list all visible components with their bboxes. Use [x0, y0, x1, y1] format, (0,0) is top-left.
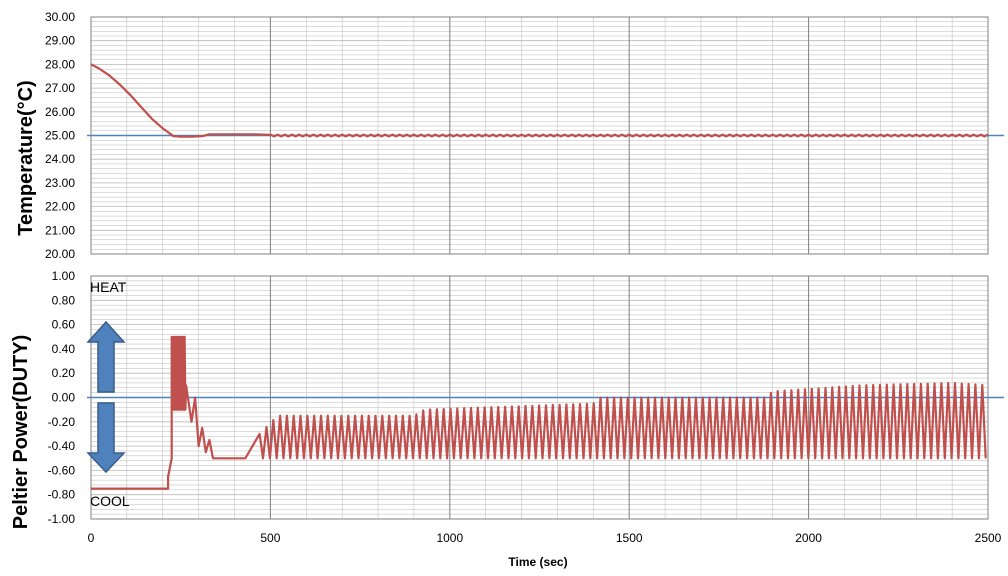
peltier-power-panel: 1.00 0.80 0.60 0.40 0.20 0.00 -0.20 -0.40 -0.60 -… — [10, 269, 1004, 569]
temperature-y-ticks: 30.00 29.00 28.00 27.00 26.00 25.00 24.00 23.00… — [45, 10, 75, 261]
peltier-axis-label: Peltier Power(DUTY) — [10, 335, 32, 529]
y-tick-label: 25.00 — [45, 129, 75, 143]
y-tick-label: 0.20 — [52, 366, 76, 380]
y-tick-label: 0.60 — [52, 318, 76, 332]
peltier-series — [91, 335, 987, 490]
heat-cool-arrows — [86, 320, 126, 474]
y-tick-label: 0.80 — [52, 293, 76, 307]
y-tick-label: -0.20 — [48, 415, 76, 429]
x-tick-label: 2000 — [795, 531, 822, 545]
y-tick-label: 23.00 — [45, 176, 75, 190]
heat-arrow-up-icon — [86, 320, 126, 393]
time-axis-label: Time (sec) — [508, 555, 567, 569]
y-tick-label: 28.00 — [45, 57, 75, 71]
peltier-y-ticks: 1.00 0.80 0.60 0.40 0.20 0.00 -0.20 -0.40 -0.60 -… — [48, 269, 76, 526]
y-tick-label: 21.00 — [45, 223, 75, 237]
y-tick-label: 1.00 — [52, 269, 76, 283]
y-tick-label: 0.40 — [52, 342, 76, 356]
temperature-series — [90, 63, 989, 138]
series-line — [90, 63, 989, 138]
y-tick-label: 30.00 — [45, 10, 75, 24]
y-tick-label: -0.40 — [48, 439, 76, 453]
y-tick-label: 27.00 — [45, 81, 75, 95]
y-tick-label: 24.00 — [45, 152, 75, 166]
y-tick-label: 22.00 — [45, 200, 75, 214]
x-tick-label: 2500 — [975, 531, 1002, 545]
y-tick-label: 29.00 — [45, 34, 75, 48]
temperature-axis-label: Temperature(°C) — [15, 80, 37, 235]
y-tick-label: 26.00 — [45, 105, 75, 119]
y-tick-label: -0.60 — [48, 463, 76, 477]
x-tick-label: 1000 — [436, 531, 463, 545]
heat-annotation: HEAT — [90, 279, 127, 295]
series-line — [91, 335, 987, 490]
y-tick-label: 20.00 — [45, 247, 75, 261]
x-tick-label: 500 — [260, 531, 280, 545]
time-x-ticks: 0 500 1000 1500 2000 2500 — [88, 531, 1002, 545]
y-tick-label: -1.00 — [48, 512, 76, 526]
y-tick-label: -0.80 — [48, 488, 76, 502]
cool-arrow-down-icon — [86, 402, 126, 474]
temperature-panel: 30.00 29.00 28.00 27.00 26.00 25.00 24.00 23.00… — [15, 10, 1004, 261]
cool-annotation: COOL — [90, 493, 130, 509]
y-tick-label: 0.00 — [52, 391, 76, 405]
x-tick-label: 1500 — [616, 531, 643, 545]
x-tick-label: 0 — [88, 531, 95, 545]
